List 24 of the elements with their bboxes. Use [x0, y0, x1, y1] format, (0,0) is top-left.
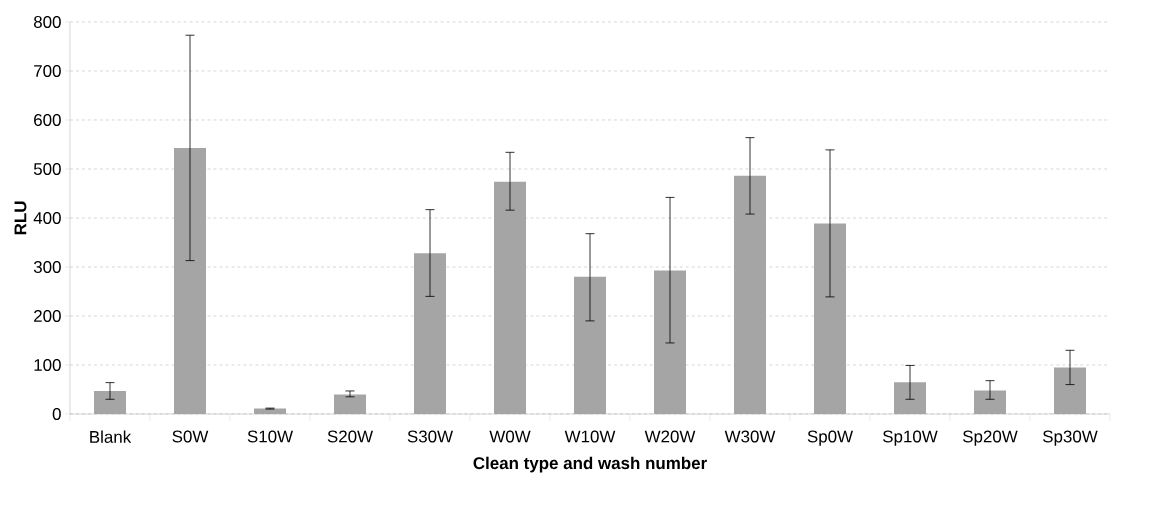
x-axis-title: Clean type and wash number: [473, 456, 707, 473]
x-tick-label: W0W: [489, 430, 531, 443]
y-tick-label: 800: [33, 15, 61, 28]
y-tick-label: 700: [34, 64, 61, 77]
x-tick-label: Blank: [90, 430, 132, 443]
x-tick-label: Sp30W: [1043, 430, 1098, 446]
x-tick-label: W30W: [724, 430, 776, 443]
x-tick-label: W20W: [644, 430, 696, 443]
y-tick-label: 400: [33, 211, 61, 224]
y-tick-label: 300: [33, 260, 61, 273]
x-tick-label: S0W: [172, 430, 209, 443]
y-tick-label: 200: [34, 309, 61, 322]
x-tick-label: S10W: [247, 430, 293, 443]
x-tick-label: S20W: [327, 430, 373, 443]
x-tick-label: Sp0W: [807, 430, 853, 446]
y-tick-label: 500: [33, 162, 61, 175]
y-axis-title: RLU: [14, 201, 27, 235]
x-tick-label: Sp10W: [883, 430, 938, 446]
x-tick-label: S30W: [407, 430, 453, 443]
y-tick-label: 100: [34, 358, 61, 371]
x-tick-label: W10W: [564, 430, 616, 443]
x-tick-label: Sp20W: [963, 430, 1018, 446]
y-tick-label: 0: [52, 407, 61, 420]
y-tick-label: 600: [34, 113, 61, 126]
